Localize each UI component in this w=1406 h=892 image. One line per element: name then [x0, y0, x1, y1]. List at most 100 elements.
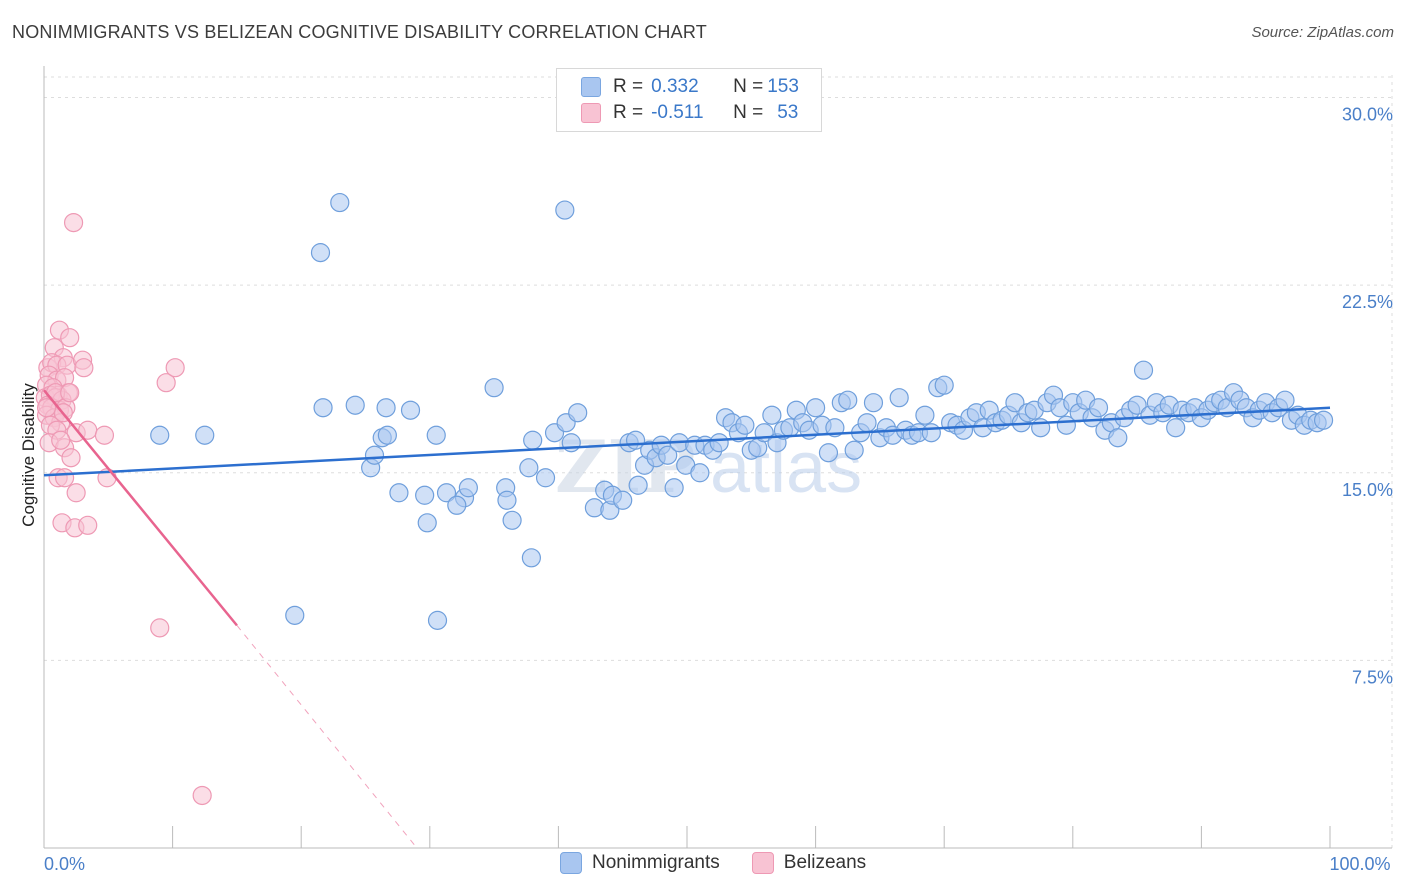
series-name-belizeans: Belizeans: [783, 852, 867, 873]
point-belizeans: [60, 383, 80, 403]
point-nonimmigrants: [1005, 393, 1025, 413]
legend-n-label: N =: [733, 102, 764, 123]
trend-extension-belizeans: [236, 625, 418, 849]
point-nonimmigrants: [436, 483, 457, 503]
source-credit: Source: ZipAtlas.com: [1251, 24, 1394, 41]
point-nonimmigrants: [523, 430, 543, 450]
point-belizeans: [61, 448, 81, 468]
point-nonimmigrants: [1088, 398, 1109, 418]
legend-swatch-nonimmigrants: [581, 77, 601, 97]
legend-n-label: N =: [733, 76, 764, 97]
point-nonimmigrants: [1313, 410, 1334, 430]
data-points: [35, 192, 1334, 806]
series-swatch-nonimmigrants: [560, 852, 582, 874]
point-nonimmigrants: [838, 390, 858, 410]
point-nonimmigrants: [690, 463, 710, 483]
legend-r-value: 0.332: [651, 76, 699, 97]
point-belizeans: [156, 373, 176, 393]
point-nonimmigrants: [628, 475, 648, 495]
series-legend-belizeans: Belizeans: [751, 852, 867, 874]
point-nonimmigrants: [313, 398, 333, 418]
y-tick-label: 30.0%: [1342, 105, 1393, 125]
point-nonimmigrants: [458, 478, 478, 498]
point-belizeans: [36, 398, 57, 418]
point-nonimmigrants: [709, 433, 729, 453]
point-nonimmigrants: [613, 490, 633, 510]
y-tick-label: 22.5%: [1342, 292, 1393, 312]
legend-swatch-belizeans: [581, 103, 601, 123]
y-axis-label: Cognitive Disability: [19, 383, 38, 527]
point-nonimmigrants: [377, 425, 397, 445]
point-belizeans: [66, 483, 86, 503]
point-nonimmigrants: [285, 605, 305, 625]
legend-row-nonimmigrants: R = 0.332 N = 153: [581, 75, 799, 99]
point-nonimmigrants: [417, 513, 437, 533]
point-nonimmigrants: [921, 423, 941, 443]
point-nonimmigrants: [915, 405, 935, 425]
point-belizeans: [192, 785, 212, 806]
trend-line-belizeans: [43, 389, 238, 627]
point-belizeans: [78, 515, 98, 535]
point-nonimmigrants: [426, 425, 446, 445]
point-nonimmigrants: [310, 243, 331, 263]
point-nonimmigrants: [934, 375, 954, 395]
point-nonimmigrants: [1133, 360, 1154, 380]
point-nonimmigrants: [658, 445, 678, 465]
legend-r-label: R =: [613, 102, 644, 123]
point-nonimmigrants: [484, 378, 504, 398]
y-tick-label: 15.0%: [1342, 480, 1393, 500]
point-nonimmigrants: [863, 393, 884, 413]
axes: [43, 66, 1392, 849]
point-nonimmigrants: [389, 483, 409, 503]
point-belizeans: [51, 430, 71, 450]
x-tick-label: 100.0%: [1329, 854, 1390, 874]
series-legend-nonimmigrants: Nonimmigrants: [560, 852, 720, 874]
point-nonimmigrants: [889, 388, 909, 408]
legend-n-value: 153: [767, 76, 799, 97]
point-nonimmigrants: [330, 192, 350, 213]
point-nonimmigrants: [195, 425, 215, 445]
point-nonimmigrants: [521, 548, 541, 568]
legend: R = 0.332 N = 153 R = -0.511 N = 53: [556, 68, 822, 132]
point-nonimmigrants: [735, 415, 755, 435]
point-nonimmigrants: [497, 490, 517, 510]
point-belizeans: [165, 358, 185, 378]
legend-r-label: R =: [613, 76, 644, 97]
point-nonimmigrants: [555, 200, 575, 220]
point-nonimmigrants: [1108, 428, 1128, 448]
point-nonimmigrants: [364, 445, 385, 465]
x-tick-label: 0.0%: [44, 854, 85, 874]
series-name-nonimmigrants: Nonimmigrants: [592, 852, 720, 873]
trend-line-nonimmigrants: [43, 406, 1331, 477]
tick-labels: 7.5% 15.0% 22.5% 30.0% 0.0% 100.0%: [44, 105, 1393, 874]
point-nonimmigrants: [568, 403, 588, 423]
trend-lines: [43, 389, 1331, 849]
point-nonimmigrants: [818, 443, 839, 463]
point-nonimmigrants: [447, 495, 467, 515]
legend-row-belizeans: R = -0.511 N = 53: [581, 101, 798, 125]
point-nonimmigrants: [415, 485, 435, 505]
chart-title: NONIMMIGRANTS VS BELIZEAN COGNITIVE DISA…: [12, 22, 707, 42]
point-nonimmigrants: [519, 458, 539, 478]
point-belizeans: [60, 328, 80, 348]
point-nonimmigrants: [762, 405, 782, 425]
point-nonimmigrants: [535, 468, 556, 488]
point-nonimmigrants: [502, 510, 522, 530]
series-swatch-belizeans: [751, 852, 774, 874]
point-nonimmigrants: [1127, 395, 1147, 415]
point-nonimmigrants: [400, 400, 421, 420]
point-belizeans: [94, 425, 115, 445]
point-nonimmigrants: [150, 425, 170, 445]
point-nonimmigrants: [1166, 418, 1186, 438]
series-legend: Nonimmigrants Belizeans: [560, 852, 898, 874]
point-belizeans: [63, 212, 84, 233]
point-nonimmigrants: [857, 413, 877, 433]
legend-r-value: -0.511: [651, 102, 704, 123]
point-nonimmigrants: [427, 610, 448, 630]
point-belizeans: [74, 358, 94, 378]
y-tick-label: 7.5%: [1352, 667, 1393, 687]
point-nonimmigrants: [825, 418, 845, 438]
point-nonimmigrants: [376, 398, 396, 418]
legend-n-value: 53: [777, 102, 799, 123]
